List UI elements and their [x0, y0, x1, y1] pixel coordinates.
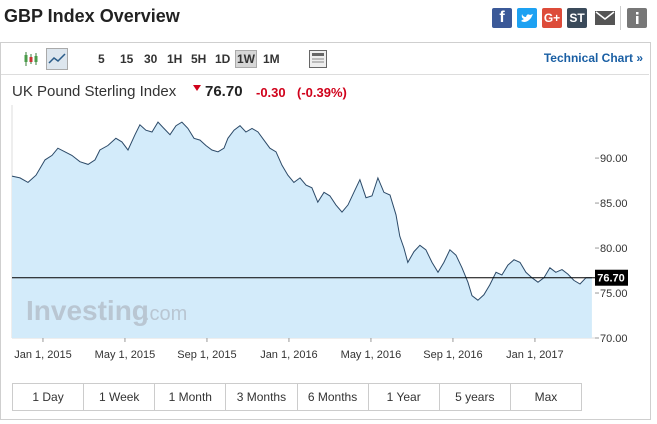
y-tick-label: 75.00: [600, 288, 628, 300]
y-tick-label: 85.00: [600, 198, 628, 210]
y-tick-label: 70.00: [600, 333, 628, 345]
chart-widget: [0, 42, 651, 420]
technical-chart-link[interactable]: Technical Chart »: [543, 51, 643, 65]
share-google[interactable]: G+: [542, 8, 562, 28]
range-button[interactable]: Max: [534, 390, 558, 404]
interval-button[interactable]: 15: [120, 52, 134, 66]
range-button[interactable]: 3 Months: [226, 384, 298, 410]
interval-button[interactable]: 1W: [235, 50, 257, 68]
y-tick-label: 80.00: [600, 243, 628, 255]
share-twitter[interactable]: [517, 8, 537, 28]
line-icon[interactable]: [46, 48, 68, 70]
x-tick-label: Jan 1, 2017: [506, 349, 564, 361]
interval-button[interactable]: 1D: [215, 52, 231, 66]
last-price: 76.70: [205, 83, 243, 100]
range-button[interactable]: 5 years: [440, 384, 511, 410]
x-tick-label: Sep 1, 2015: [177, 349, 236, 361]
info-button[interactable]: [627, 8, 647, 28]
area-fill: [12, 122, 592, 338]
layout-icon[interactable]: [308, 49, 328, 69]
range-button[interactable]: 6 Months: [298, 384, 369, 410]
x-tick-label: Sep 1, 2016: [423, 349, 482, 361]
interval-button[interactable]: 1H: [167, 52, 183, 66]
interval-button[interactable]: 5: [98, 52, 105, 66]
interval-button[interactable]: 1M: [263, 52, 280, 66]
interval-button[interactable]: 5H: [191, 52, 207, 66]
chart: Investing.com 70.00 75.00 80.00 85.00 90.00 Ja…: [11, 105, 628, 361]
range-button[interactable]: 1 Year: [369, 384, 440, 410]
last-price-tag: [595, 269, 628, 286]
last-price-label: 76.70: [597, 273, 625, 285]
x-tick-label: Jan 1, 2016: [260, 349, 318, 361]
share-mail[interactable]: [594, 8, 616, 28]
instrument-name: UK Pound Sterling Index: [12, 83, 177, 100]
x-tick-label: Jan 1, 2015: [14, 349, 72, 361]
x-tick-label: May 1, 2015: [95, 349, 156, 361]
price-change-percent: (-0.39%): [297, 85, 347, 100]
range-selector: 1 Day 1 Week 1 Month 3 Months 6 Months 1 Year…: [12, 383, 582, 411]
candle-icon[interactable]: [22, 50, 40, 68]
x-tick-label: May 1, 2016: [341, 349, 402, 361]
range-button[interactable]: 1 Month: [155, 384, 227, 410]
watermark: Investing: [26, 295, 149, 326]
range-button[interactable]: 1 Day: [13, 384, 85, 410]
page-title: GBP Index Overview: [4, 6, 180, 26]
share-facebook[interactable]: f: [492, 8, 512, 28]
y-tick-label: 90.00: [600, 153, 628, 165]
price-change: -0.30: [256, 85, 286, 100]
down-arrow: [193, 85, 201, 91]
share-stocktwits[interactable]: ST: [567, 8, 587, 28]
watermark: .com: [144, 303, 187, 325]
price-line: [11, 121, 592, 301]
interval-button[interactable]: 30: [144, 52, 158, 66]
divider: [620, 6, 621, 30]
separator: [1, 74, 649, 75]
range-button[interactable]: 1 Week: [84, 384, 156, 410]
